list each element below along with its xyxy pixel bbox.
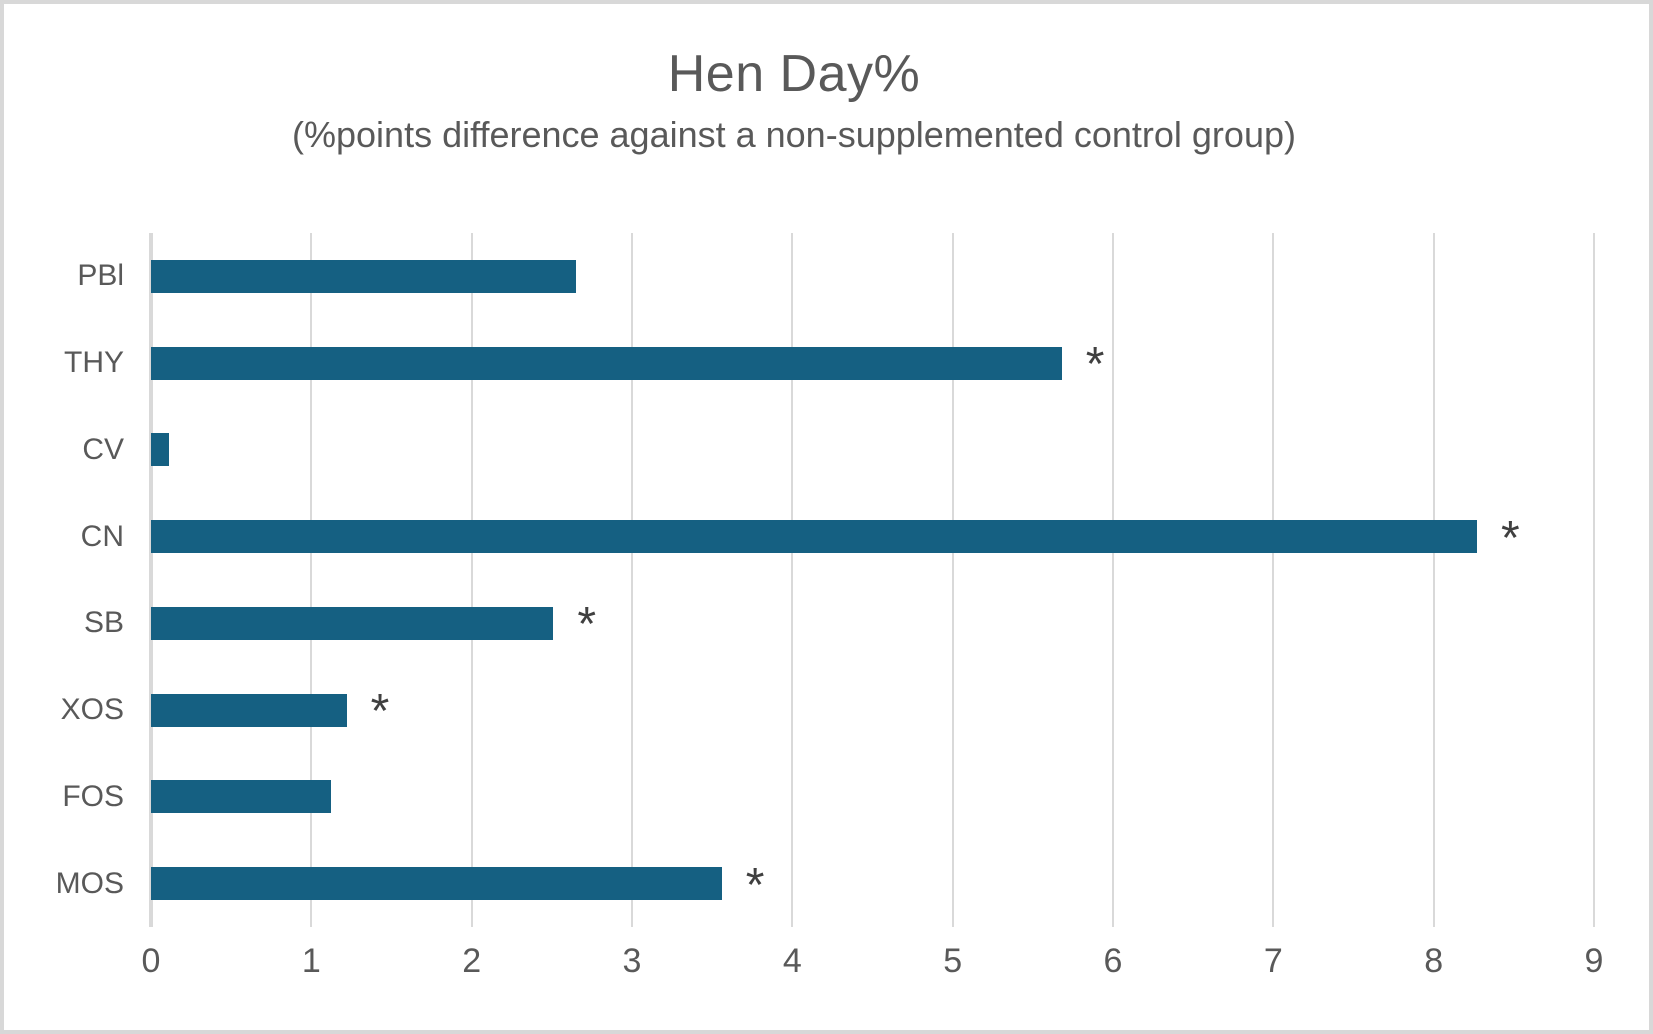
gridline xyxy=(631,233,633,927)
x-axis-tick-label: 2 xyxy=(462,942,482,980)
gridline xyxy=(791,233,794,927)
gridline xyxy=(310,233,313,927)
significance-asterisk: * xyxy=(577,598,597,652)
value-axis-line xyxy=(149,233,153,927)
x-axis-tick-label: 5 xyxy=(943,942,963,980)
bar-fos xyxy=(151,780,331,814)
category-label-mos: MOS xyxy=(55,866,124,900)
bar-xos xyxy=(151,693,347,727)
x-axis-tick-label: 3 xyxy=(622,942,642,980)
x-axis-tick-label: 4 xyxy=(782,942,802,980)
bar-sb xyxy=(151,606,554,640)
bar-cn xyxy=(151,520,1477,554)
x-axis-tick-label: 6 xyxy=(1103,942,1123,980)
gridline xyxy=(1593,233,1595,927)
gridline xyxy=(1112,233,1114,927)
x-axis-tick-label: 0 xyxy=(141,942,161,980)
gridline xyxy=(470,233,473,927)
category-label-cn: CN xyxy=(80,519,124,553)
gridline xyxy=(1432,233,1435,927)
x-axis-tick-label: 9 xyxy=(1584,942,1604,980)
category-label-fos: FOS xyxy=(62,779,124,813)
bar-mos xyxy=(151,867,722,901)
category-label-cv: CV xyxy=(82,432,124,466)
significance-asterisk: * xyxy=(370,685,390,739)
significance-asterisk: * xyxy=(1085,338,1105,392)
significance-asterisk: * xyxy=(745,858,765,912)
x-axis-tick-label: 1 xyxy=(301,942,321,980)
category-label-xos: XOS xyxy=(60,693,124,727)
chart-subtitle: (%points difference against a non-supple… xyxy=(292,114,1296,155)
significance-asterisk: * xyxy=(1500,511,1520,565)
plot-area: * * * * * xyxy=(149,233,1595,927)
x-axis-tick-label: 8 xyxy=(1424,942,1444,980)
x-axis-tick-label: 7 xyxy=(1263,942,1283,980)
bar-thy xyxy=(151,346,1062,380)
gridline xyxy=(1272,233,1275,927)
chart-title: Hen Day% xyxy=(667,45,921,103)
gridline xyxy=(951,233,954,927)
bar-cv xyxy=(151,433,169,467)
category-label-pbl: PBl xyxy=(77,259,124,293)
bar-pbl xyxy=(151,259,576,293)
category-label-thy: THY xyxy=(64,346,124,380)
category-label-sb: SB xyxy=(83,606,124,640)
